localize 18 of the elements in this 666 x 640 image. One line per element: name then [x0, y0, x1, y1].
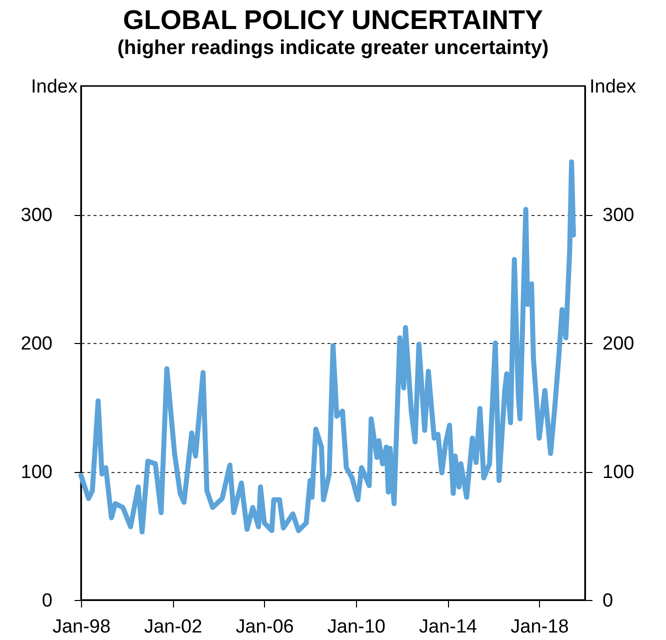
chart-title: GLOBAL POLICY UNCERTAINTY — [122, 5, 544, 35]
x-tick-label: Jan-02 — [144, 616, 202, 638]
x-tick-label: Jan-14 — [419, 616, 478, 638]
chart-subtitle: (higher readings indicate greater uncertainty) — [117, 37, 549, 59]
x-tick-label: Jan-06 — [236, 616, 294, 638]
x-tick-label: Jan-98 — [52, 616, 111, 638]
x-tick-label: Jan-10 — [327, 616, 386, 638]
y-tick-label: 300 — [20, 205, 52, 226]
y2-tick-label: 200 — [602, 334, 634, 354]
x-tick-label: Jan-18 — [510, 616, 569, 638]
y-axis-title: Index — [31, 76, 78, 98]
y-tick-label: 0 — [42, 590, 52, 612]
y2-axis-title: Index — [590, 76, 636, 98]
y-tick-label: 200 — [20, 334, 52, 354]
y2-tick-label: 300 — [602, 205, 634, 226]
y-tick-label: 100 — [20, 462, 52, 483]
y2-tick-label: 100 — [602, 462, 634, 483]
y2-tick-label: 0 — [602, 590, 614, 612]
